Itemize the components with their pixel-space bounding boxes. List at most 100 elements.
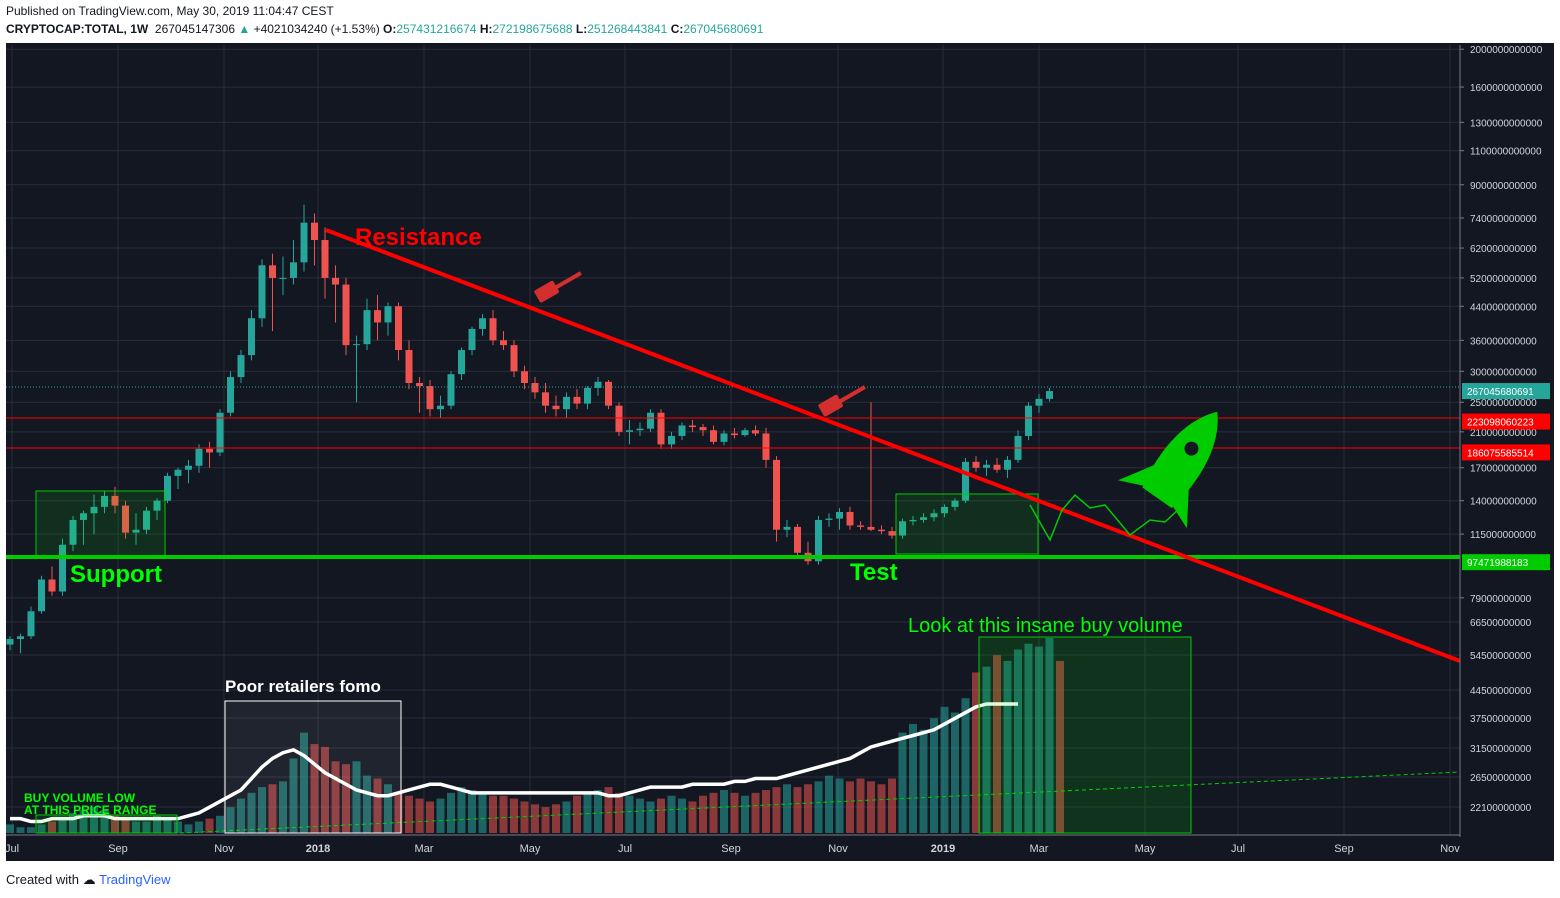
volume-bar [961,698,970,833]
volume-bar [793,787,802,833]
volume-bar [646,801,655,833]
candle-body [122,505,129,533]
price-axis[interactable]: 2000000000000 1600000000000 1300000000000 1… [1459,45,1550,837]
candle-body [468,328,476,351]
published-line: Published on TradingView.com, May 30, 20… [6,4,334,18]
candle-body [710,430,717,442]
candle-body [290,262,297,278]
volume-bar [804,784,812,833]
candle-body [59,544,66,592]
volume-bar [814,781,823,833]
volume-bar [741,795,749,833]
volume-bar [205,818,214,833]
candle-body [479,318,486,329]
vol-tick-label: 37500000000 [1470,714,1532,725]
time-axis[interactable]: Jul Sep Nov 2018 Mar May Jul Sep Nov 2019 Mar May Ju… [5,834,1460,855]
candle-body [815,519,822,562]
x-tick-label: May [1135,843,1156,855]
candle-body [237,355,245,378]
candle-body [930,513,938,518]
price-chart[interactable]: Resistance Support Test Look at this insane… [0,40,1560,864]
volume-bar [289,758,298,833]
candle-body [332,277,339,285]
candle-body [17,636,24,639]
candle-body [206,448,213,453]
candle-body [353,344,360,346]
x-tick-label: Jul [5,843,19,855]
candle-body [794,526,801,553]
candle-body [1004,459,1011,470]
support-zone-box [35,490,166,558]
volume-bar [835,778,844,833]
volume-bar [520,801,529,833]
candle-body [6,638,14,645]
candle-body [993,464,1001,470]
volume-bar [720,789,728,833]
y-tick-label: 170000000000 [1470,464,1537,475]
candle-body [720,433,728,442]
price-label: 267045680691 [1467,387,1534,398]
candle-body [731,433,738,436]
candle-body [300,222,308,263]
candle-body [101,495,108,507]
x-tick-label: Nov [1440,843,1460,855]
candle-body [164,475,171,501]
volume-bar [919,729,928,833]
candle-body [867,526,875,530]
x-tick-label: Nov [828,843,848,855]
tradingview-link[interactable]: TradingView [99,872,171,887]
x-tick-label: Jul [618,843,632,855]
volume-bar [510,798,518,833]
y-tick-label: 2000000000000 [1470,45,1543,56]
volume-bar [384,784,392,833]
candle-body [248,318,255,356]
candle-body [888,531,896,536]
price-label-bg [1462,383,1550,400]
chart-background [6,43,1554,861]
price-label-bg [1462,444,1550,461]
low-value: 251268443841 [587,22,668,36]
change-value: +4021034240 (+1.53%) [253,22,380,36]
volume-bar [1035,646,1043,833]
volume-bar [783,784,791,833]
volume-bar [909,724,917,833]
candle-body [552,405,560,410]
candle-body [395,306,402,351]
volume-bar [132,821,140,833]
test-label: Test [850,559,898,586]
candle-body [563,396,570,410]
volume-bar [772,787,781,833]
volume-bars [6,638,1461,834]
volume-bar [153,815,161,833]
volume-bar [867,781,875,833]
tradingview-logo-icon: ☁ [82,872,96,887]
volume-bar [615,792,623,833]
vol-tick-label: 26500000000 [1470,773,1532,784]
candle-body [111,495,119,506]
volume-bar [636,798,644,833]
volume-bar [90,807,98,833]
candle-body [783,526,791,530]
symbol-label[interactable]: CRYPTOCAP:TOTAL, 1W [6,22,149,36]
y-tick-label: 740000000000 [1470,214,1537,225]
volume-bar [342,764,350,833]
gavel-handle [837,385,866,404]
volume-bar [279,781,287,833]
candle-body [699,427,707,431]
candle-body [510,345,518,372]
volume-bar [37,824,46,833]
gavel-head [534,280,559,303]
volume-bar [436,798,445,833]
volume-bar [468,789,476,833]
x-tick-label: Jul [1231,843,1245,855]
volume-bar [321,746,329,833]
resistance-trendline [325,228,1461,663]
volume-bar [730,792,739,833]
candle-body [174,469,182,476]
candle-body [983,464,990,468]
volume-bar [352,761,361,833]
volume-bar [678,798,686,833]
rocket-fin-left [1118,462,1160,486]
candle-body [311,222,318,241]
x-tick-label: 2019 [931,843,955,855]
